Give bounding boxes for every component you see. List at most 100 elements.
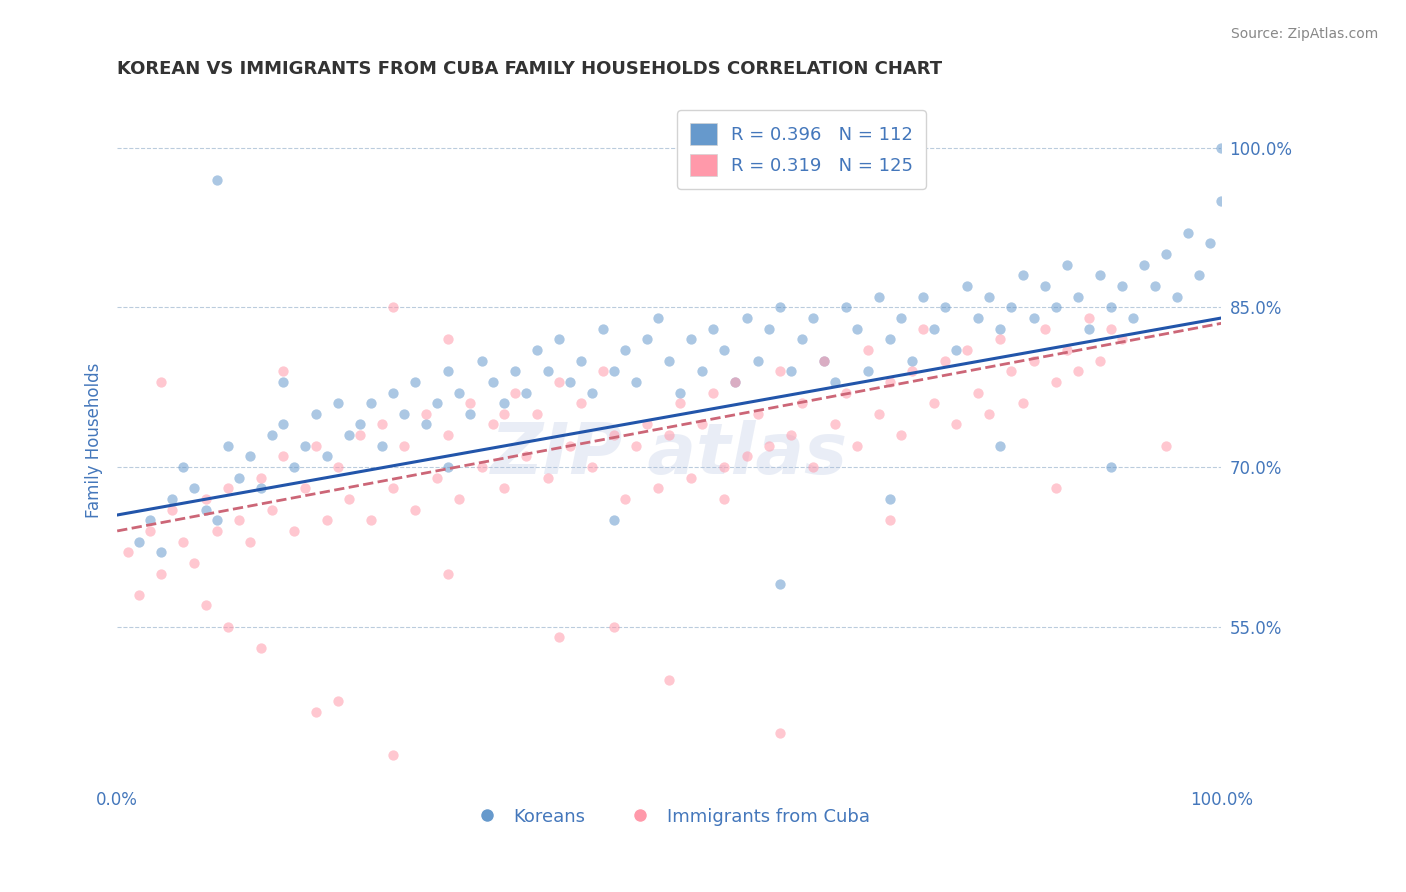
Point (1022, 311, 1045, 326)
Point (603, 428, 626, 442)
Point (481, 375, 503, 389)
Point (337, 428, 360, 442)
Point (747, 407, 769, 421)
Point (879, 513, 901, 527)
Point (912, 290, 935, 304)
Point (404, 375, 426, 389)
Point (1022, 353, 1045, 368)
Point (117, 545, 139, 559)
Point (1143, 279, 1166, 293)
Point (1220, 258, 1243, 272)
Point (260, 428, 283, 442)
Point (824, 417, 846, 432)
Point (326, 396, 349, 410)
Point (934, 353, 956, 368)
Point (702, 321, 724, 335)
Point (526, 343, 548, 357)
Point (437, 428, 460, 442)
Point (294, 481, 316, 495)
Point (128, 534, 150, 549)
Point (415, 407, 437, 421)
Point (967, 311, 990, 326)
Point (1000, 301, 1022, 315)
Point (382, 747, 405, 762)
Point (1199, 236, 1222, 251)
Point (624, 439, 647, 453)
Point (547, 332, 569, 346)
Point (768, 577, 790, 591)
Point (990, 321, 1012, 335)
Point (139, 513, 162, 527)
Point (1133, 258, 1156, 272)
Point (768, 301, 790, 315)
Point (1177, 226, 1199, 240)
Point (879, 491, 901, 506)
Point (603, 364, 626, 378)
Point (990, 439, 1012, 453)
Point (1211, 194, 1233, 208)
Point (305, 407, 328, 421)
Point (1088, 268, 1111, 283)
Point (990, 332, 1012, 346)
Point (460, 396, 482, 410)
Point (779, 364, 801, 378)
Point (713, 491, 735, 506)
Point (547, 631, 569, 645)
Point (470, 353, 492, 368)
Point (956, 279, 979, 293)
Point (724, 375, 747, 389)
Point (415, 417, 437, 432)
Point (790, 396, 813, 410)
Point (658, 353, 681, 368)
Point (515, 450, 537, 464)
Point (503, 385, 526, 400)
Point (747, 353, 769, 368)
Point (647, 481, 669, 495)
Point (194, 599, 217, 613)
Point (1111, 332, 1133, 346)
Point (824, 375, 846, 389)
Point (283, 460, 305, 475)
Point (183, 481, 205, 495)
Point (537, 471, 560, 485)
Point (801, 460, 824, 475)
Point (636, 332, 658, 346)
Point (1067, 290, 1090, 304)
Point (492, 407, 515, 421)
Point (239, 534, 262, 549)
Point (162, 491, 184, 506)
Point (481, 417, 503, 432)
Point (139, 524, 162, 538)
Point (183, 556, 205, 570)
Point (283, 524, 305, 538)
Y-axis label: Family Households: Family Households (86, 363, 103, 518)
Point (271, 375, 294, 389)
Point (360, 513, 382, 527)
Point (249, 481, 271, 495)
Point (956, 343, 979, 357)
Point (758, 321, 780, 335)
Point (205, 524, 228, 538)
Point (1154, 247, 1177, 261)
Point (879, 375, 901, 389)
Point (856, 343, 879, 357)
Point (614, 343, 637, 357)
Point (702, 385, 724, 400)
Point (1077, 311, 1099, 326)
Point (790, 332, 813, 346)
Point (150, 545, 173, 559)
Point (194, 491, 217, 506)
Point (172, 534, 194, 549)
Point (603, 620, 626, 634)
Point (394, 407, 416, 421)
Point (735, 311, 758, 326)
Point (228, 513, 250, 527)
Point (922, 396, 945, 410)
Point (945, 343, 967, 357)
Point (1056, 258, 1078, 272)
Point (437, 566, 460, 581)
Point (382, 481, 405, 495)
Point (592, 364, 614, 378)
Point (713, 343, 735, 357)
Point (1011, 268, 1033, 283)
